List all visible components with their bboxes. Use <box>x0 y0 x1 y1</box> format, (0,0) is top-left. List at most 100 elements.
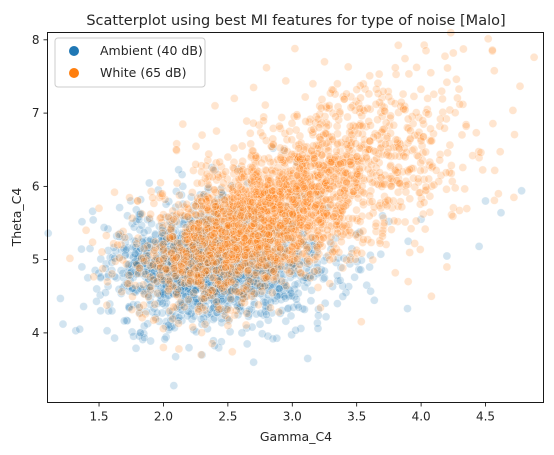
ambient-point <box>306 296 316 306</box>
ambient-point <box>209 198 218 208</box>
white-point <box>144 292 153 302</box>
ambient-point <box>203 218 213 228</box>
ambient-point <box>161 279 171 288</box>
ambient-point <box>178 254 187 264</box>
white-point <box>266 303 275 313</box>
ambient-point <box>179 287 189 297</box>
ambient-point <box>240 277 250 287</box>
ambient-point <box>127 219 137 228</box>
ambient-point <box>227 284 237 294</box>
white-point <box>367 197 377 206</box>
ambient-point <box>253 260 262 270</box>
ambient-point <box>298 228 308 238</box>
ambient-point <box>210 221 220 231</box>
white-point <box>268 140 278 150</box>
ambient-point <box>214 282 223 291</box>
ambient-point <box>205 248 214 258</box>
ambient-point <box>175 220 185 229</box>
ambient-point <box>236 253 246 263</box>
ambient-point <box>144 273 153 283</box>
ambient-point <box>197 238 207 248</box>
white-point <box>159 343 168 352</box>
white-point <box>312 200 321 209</box>
ambient-point <box>186 270 195 280</box>
ambient-point <box>242 273 251 282</box>
ambient-point <box>128 242 138 252</box>
white-point <box>236 262 245 272</box>
ambient-point <box>163 266 173 275</box>
white-point <box>168 206 178 216</box>
ambient-point <box>139 255 148 265</box>
white-point <box>320 57 329 67</box>
ambient-point <box>243 178 252 188</box>
ambient-point <box>213 283 222 293</box>
ambient-point <box>58 319 68 329</box>
ambient-point <box>212 290 222 299</box>
white-point <box>176 208 185 217</box>
ambient-point <box>303 278 312 287</box>
ambient-point <box>200 230 210 239</box>
ambient-point <box>169 242 178 252</box>
ambient-point <box>290 250 300 259</box>
white-point <box>275 179 284 188</box>
ambient-point <box>160 275 169 285</box>
ambient-point <box>150 266 160 276</box>
ambient-point <box>207 280 217 290</box>
white-point <box>197 328 206 337</box>
ambient-point <box>211 276 221 286</box>
ambient-point <box>202 281 212 291</box>
ambient-point <box>152 261 162 271</box>
ambient-point <box>234 242 243 251</box>
ambient-point <box>173 247 182 256</box>
white-point <box>255 180 265 190</box>
ambient-point <box>223 266 232 275</box>
ambient-point <box>496 208 506 217</box>
white-point <box>284 233 293 243</box>
white-point <box>403 114 413 124</box>
white-point <box>412 151 422 160</box>
ambient-point <box>184 266 194 276</box>
ambient-point <box>179 281 188 290</box>
white-point <box>263 272 273 281</box>
ambient-point <box>140 268 149 278</box>
white-point <box>255 242 264 252</box>
ambient-point <box>213 294 222 304</box>
white-point <box>416 85 426 94</box>
ambient-point <box>196 283 206 293</box>
white-point <box>401 187 411 197</box>
ambient-point <box>173 236 183 245</box>
ambient-point <box>190 248 200 257</box>
ambient-point <box>218 255 227 265</box>
y-tick-label: 7 <box>32 106 40 120</box>
ambient-point <box>205 220 214 229</box>
white-point <box>219 206 228 216</box>
ambient-point <box>338 292 348 301</box>
white-point <box>221 263 230 272</box>
white-point <box>495 147 505 156</box>
ambient-point <box>181 239 190 248</box>
ambient-point <box>281 316 291 326</box>
ambient-point <box>253 243 263 252</box>
ambient-point <box>230 273 240 283</box>
ambient-point <box>179 241 188 251</box>
white-point <box>251 187 261 197</box>
white-point <box>371 100 381 109</box>
white-point <box>406 224 416 233</box>
white-point <box>317 95 327 104</box>
white-point <box>135 302 144 312</box>
white-point <box>159 254 168 264</box>
ambient-point <box>134 303 144 313</box>
white-point <box>306 273 315 283</box>
white-point <box>338 263 348 273</box>
ambient-point <box>144 267 153 276</box>
ambient-point <box>230 206 240 216</box>
white-point <box>313 114 323 124</box>
white-point <box>333 228 342 238</box>
white-point <box>312 252 322 262</box>
ambient-point <box>189 264 198 273</box>
ambient-point <box>120 316 129 326</box>
white-point <box>184 295 193 304</box>
white-point <box>316 303 325 313</box>
ambient-point <box>189 240 199 249</box>
ambient-point <box>83 273 93 283</box>
